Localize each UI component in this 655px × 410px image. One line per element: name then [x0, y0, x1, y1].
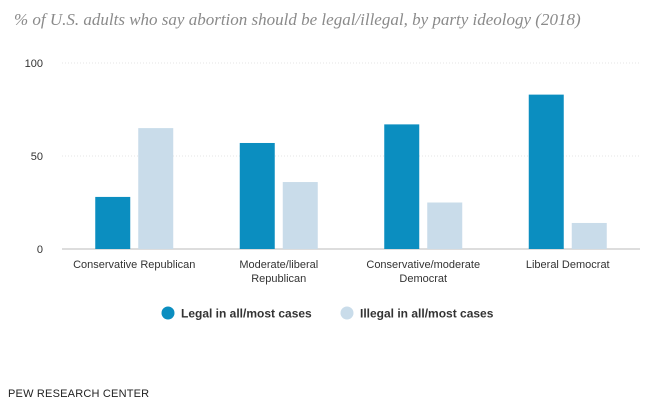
bar-illegal-3 — [571, 222, 607, 249]
x-axis-labels: Conservative Republican Moderate/liberal R… — [73, 259, 610, 285]
bar-legal-2 — [384, 124, 420, 249]
bar-legal-0 — [95, 196, 131, 249]
legend: Legal in all/most cases Illegal in all/mo… — [161, 306, 494, 321]
category-label-0: Conservative Republican — [73, 259, 195, 271]
legend-label-1: Illegal in all/most cases — [360, 307, 494, 321]
category-label-1: Moderate/liberal — [239, 259, 318, 271]
bar-illegal-2 — [427, 202, 463, 249]
bars — [95, 94, 607, 250]
bar-illegal-0 — [138, 128, 174, 249]
category-label-2: Conservative/moderate — [366, 259, 480, 271]
source-label: PEW RESEARCH CENTER — [8, 388, 150, 400]
category-label-3: Liberal Democrat — [526, 259, 610, 271]
y-tick-label-50: 50 — [31, 151, 43, 163]
bar-legal-3 — [528, 94, 564, 250]
legend-swatch-0 — [161, 306, 175, 320]
category-label-2: Democrat — [399, 273, 447, 285]
y-tick-label-0: 0 — [37, 244, 43, 256]
bar-illegal-1 — [282, 182, 318, 249]
category-label-1: Republican — [251, 273, 306, 285]
legend-label-0: Legal in all/most cases — [181, 307, 312, 321]
chart-title: % of U.S. adults who say abortion should… — [14, 10, 581, 29]
bar-legal-1 — [239, 142, 275, 249]
legend-swatch-1 — [340, 306, 354, 320]
y-tick-label-100: 100 — [25, 58, 43, 70]
